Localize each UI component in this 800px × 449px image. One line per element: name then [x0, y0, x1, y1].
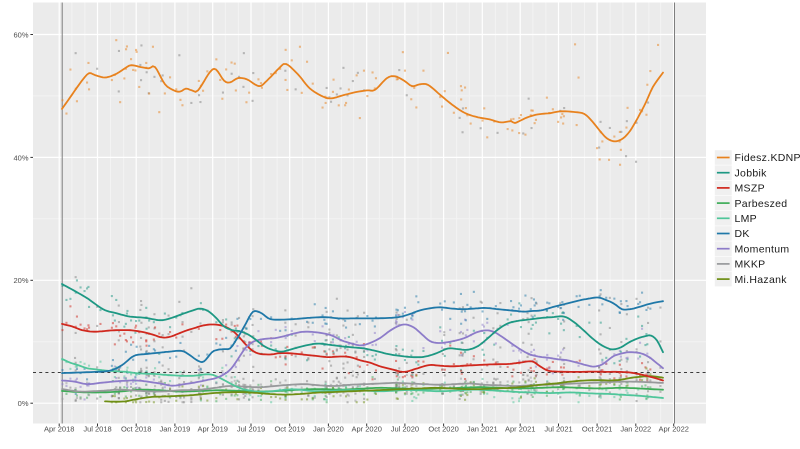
- svg-text:Apr 2018: Apr 2018: [44, 425, 74, 434]
- svg-text:MKKP: MKKP: [735, 259, 766, 271]
- svg-text:Apr 2021: Apr 2021: [505, 425, 535, 434]
- svg-text:Apr 2020: Apr 2020: [351, 425, 381, 434]
- svg-text:Jan 2019: Jan 2019: [159, 425, 190, 434]
- svg-text:LMP: LMP: [735, 213, 758, 225]
- svg-text:60%: 60%: [13, 30, 28, 39]
- svg-text:Apr 2019: Apr 2019: [197, 425, 227, 434]
- svg-text:Apr 2022: Apr 2022: [658, 425, 688, 434]
- svg-text:DK: DK: [735, 228, 750, 240]
- svg-text:Momentum: Momentum: [735, 243, 790, 255]
- svg-text:Oct 2018: Oct 2018: [121, 425, 151, 434]
- svg-text:Parbeszed: Parbeszed: [735, 198, 788, 210]
- svg-text:0%: 0%: [18, 399, 29, 408]
- svg-text:Mi.Hazank: Mi.Hazank: [735, 274, 788, 286]
- svg-text:20%: 20%: [13, 276, 28, 285]
- svg-text:40%: 40%: [13, 153, 28, 162]
- svg-text:Oct 2020: Oct 2020: [428, 425, 458, 434]
- svg-text:Jul 2019: Jul 2019: [237, 425, 265, 434]
- svg-text:Jobbik: Jobbik: [735, 167, 768, 179]
- svg-text:Oct 2021: Oct 2021: [582, 425, 612, 434]
- svg-text:Jan 2022: Jan 2022: [620, 425, 651, 434]
- svg-text:Jul 2020: Jul 2020: [391, 425, 419, 434]
- svg-text:Jul 2021: Jul 2021: [544, 425, 572, 434]
- svg-text:Jul 2018: Jul 2018: [83, 425, 111, 434]
- svg-text:Oct 2019: Oct 2019: [274, 425, 304, 434]
- svg-text:MSZP: MSZP: [735, 183, 765, 195]
- svg-text:Jan 2021: Jan 2021: [467, 425, 498, 434]
- svg-text:Jan 2020: Jan 2020: [313, 425, 344, 434]
- svg-text:Fidesz.KDNP: Fidesz.KDNP: [735, 152, 800, 164]
